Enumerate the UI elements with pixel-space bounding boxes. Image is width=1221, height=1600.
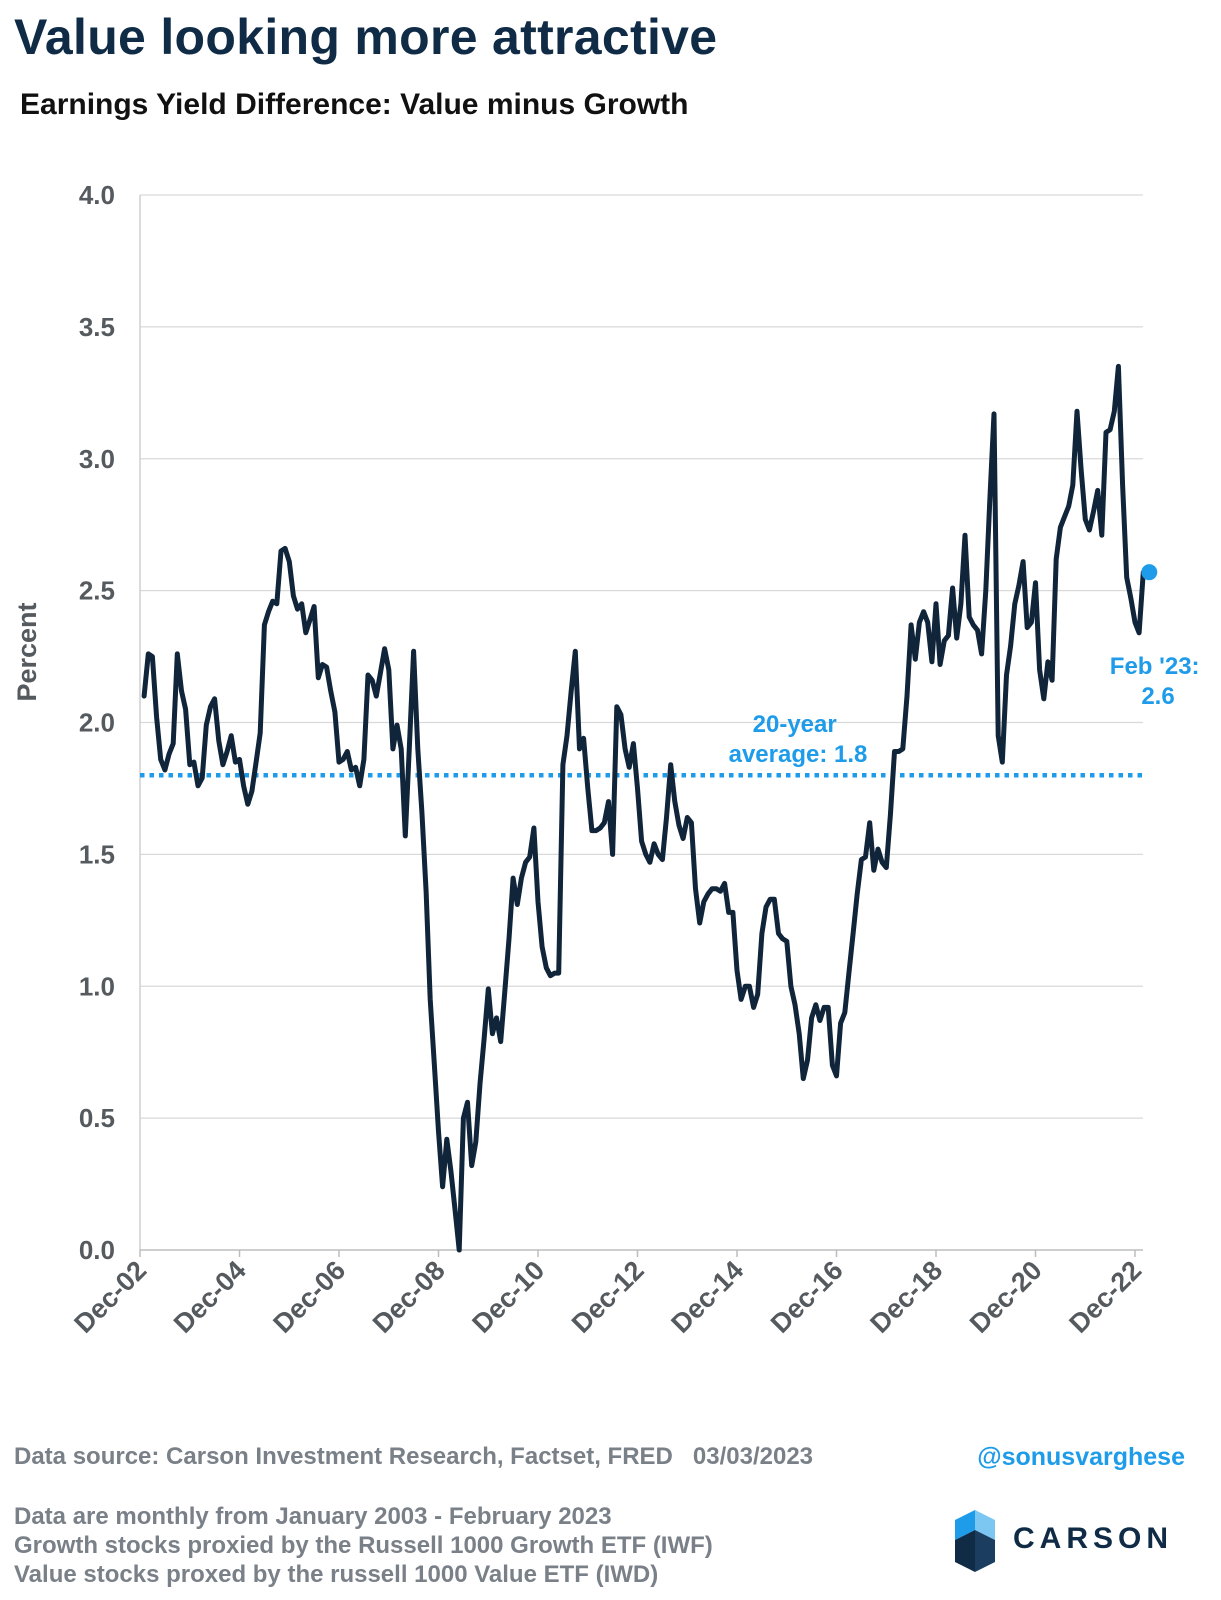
y-tick-label: 0.5: [79, 1103, 115, 1133]
x-tick-label: Dec-04: [168, 1255, 252, 1339]
x-tick-label: Dec-06: [267, 1255, 351, 1339]
data-source-text: Data source: Carson Investment Research,…: [14, 1443, 673, 1470]
carson-logo: CARSON: [955, 1510, 1195, 1572]
axes: [139, 195, 1143, 1257]
x-tick-label: Dec-20: [964, 1255, 1048, 1339]
y-tick-label: 2.5: [79, 576, 115, 606]
x-tick-label: Dec-14: [665, 1255, 749, 1339]
y-tick-label: 4.0: [79, 180, 115, 210]
author-handle-link[interactable]: @sonusvarghese: [977, 1443, 1185, 1471]
y-tick-label: 1.0: [79, 971, 115, 1001]
x-tick-label: Dec-02: [68, 1255, 152, 1339]
y-tick-label: 0.0: [79, 1235, 115, 1265]
note-line: Value stocks proxed by the russell 1000 …: [14, 1561, 659, 1588]
y-tick-label: 1.5: [79, 839, 115, 869]
latest-annotation-line2: 2.6: [1141, 683, 1174, 710]
x-tick-label: Dec-12: [566, 1255, 650, 1339]
chart-title: Value looking more attractive: [14, 9, 718, 65]
x-tick-label: Dec-08: [367, 1255, 451, 1339]
earnings-yield-difference-line: [141, 363, 1146, 1253]
gridlines: [140, 194, 1143, 1119]
note-line: Growth stocks proxied by the Russell 100…: [14, 1532, 713, 1559]
data-source: Data source: Carson Investment Research,…: [14, 1443, 813, 1471]
average-annotation-line1: 20-year: [753, 711, 837, 738]
x-tick-label: Dec-16: [765, 1255, 849, 1339]
line-chart: 0.0 0.5 1.0 1.5 2.0 2.5 3.0 3.5 4.0 Dec-02 Dec-04…: [12, 180, 1206, 1339]
chart-subtitle: Earnings Yield Difference: Value minus G…: [20, 88, 689, 121]
y-tick-label: 2.0: [79, 708, 115, 738]
latest-annotation-line1: Feb '23:: [1110, 653, 1200, 680]
x-tick-labels: Dec-02 Dec-04 Dec-06 Dec-08 Dec-10 Dec-12 Dec-…: [68, 1255, 1147, 1339]
carson-logo-mark-icon: [955, 1510, 995, 1572]
average-annotation: 20-year average: 1.8: [729, 711, 868, 768]
x-tick-label: Dec-22: [1063, 1255, 1147, 1339]
publish-date: 03/03/2023: [692, 1443, 814, 1470]
y-tick-labels: 0.0 0.5 1.0 1.5 2.0 2.5 3.0 3.5 4.0: [79, 180, 115, 1265]
x-tick-label: Dec-10: [466, 1255, 550, 1339]
latest-value-marker: [1141, 564, 1158, 581]
y-axis-label: Percent: [12, 602, 42, 701]
y-tick-label: 3.0: [79, 444, 115, 474]
note-line: Data are monthly from January 2003 - Feb…: [14, 1503, 612, 1530]
latest-annotation: Feb '23: 2.6: [1110, 653, 1206, 710]
x-tick-label: Dec-18: [864, 1255, 948, 1339]
methodology-notes: Data are monthly from January 2003 - Feb…: [14, 1502, 713, 1589]
y-tick-label: 3.5: [79, 312, 115, 342]
average-annotation-line2: average: 1.8: [729, 741, 868, 768]
carson-logo-text: CARSON: [1013, 1522, 1174, 1555]
series-layer: [141, 363, 1158, 1253]
